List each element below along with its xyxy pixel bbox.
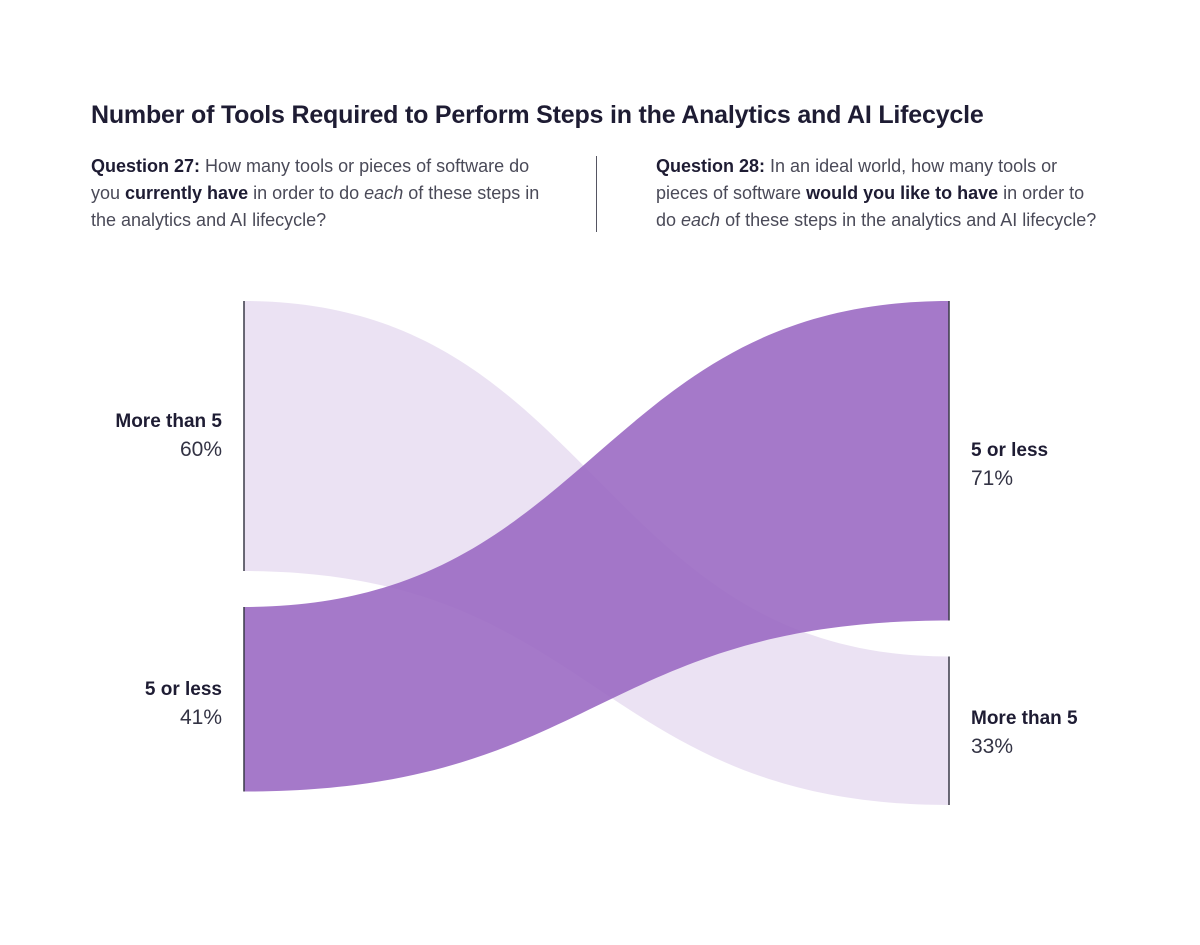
left-node-name: More than 5: [115, 411, 222, 432]
left-node-name: 5 or less: [144, 679, 222, 700]
left-node-percent: 41%: [179, 706, 222, 729]
question-27-emphasis: currently have: [125, 183, 249, 203]
question-27-italic: each: [364, 183, 404, 203]
question-28-text-part-3: of these steps in the analytics and AI l…: [720, 210, 1097, 230]
question-27-text-part-1: How many tools or pieces of software do …: [91, 156, 530, 203]
right-node-label-more-than-5: More than 5 33%: [971, 705, 1171, 761]
flow-5-or-less-to-5-or-less: [244, 301, 949, 792]
right-node-percent: 33%: [971, 735, 1014, 758]
left-node-label-5-or-less: 5 or less 41%: [22, 676, 222, 732]
right-node-percent: 71%: [971, 467, 1014, 490]
question-28-italic: each: [681, 210, 721, 230]
right-node-name: 5 or less: [971, 440, 1049, 461]
right-node-label-5-or-less: 5 or less 71%: [971, 437, 1171, 493]
question-28-text: Question 28: In an ideal world, how many…: [656, 153, 1106, 234]
question-27-label: Question 27:: [91, 156, 201, 176]
left-node-percent: 60%: [179, 438, 222, 461]
question-divider: [596, 156, 597, 232]
question-27-text-part-3: of these steps in the analytics and AI l…: [91, 183, 540, 230]
question-27-text: Question 27: How many tools or pieces of…: [91, 153, 561, 234]
question-28-text-part-2: in order to do: [656, 183, 1085, 230]
question-28-emphasis: would you like to have: [806, 183, 999, 203]
right-node-name: More than 5: [971, 708, 1078, 729]
question-28-label: Question 28:: [656, 156, 766, 176]
question-28-text-part-1: In an ideal world, how many tools or pie…: [656, 156, 1058, 203]
chart-title: Number of Tools Required to Perform Step…: [91, 101, 984, 129]
left-node-label-more-than-5: More than 5 60%: [22, 408, 222, 464]
question-27-text-part-2: in order to do: [248, 183, 365, 203]
